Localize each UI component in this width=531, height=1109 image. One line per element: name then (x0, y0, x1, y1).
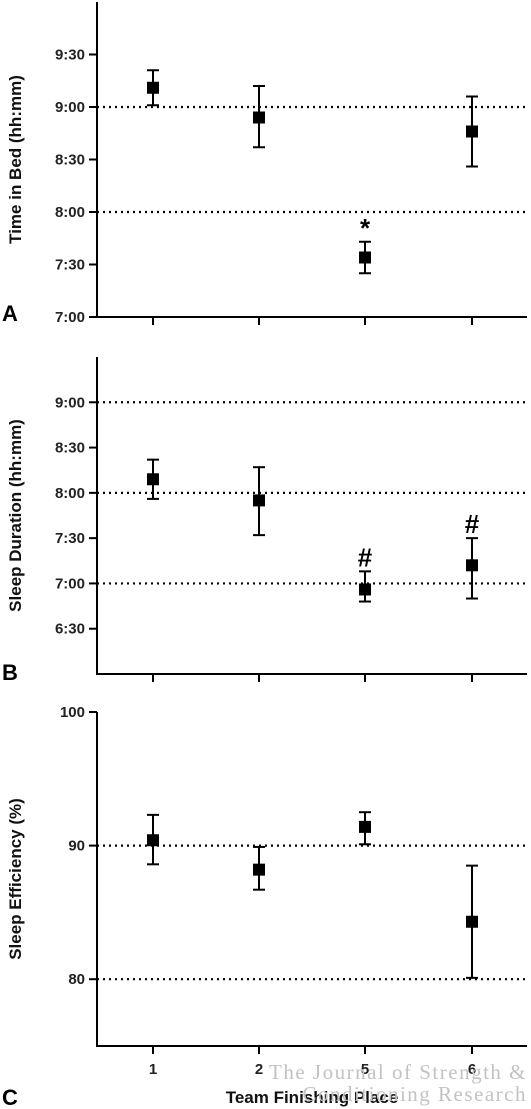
x-tick-label: 6 (468, 1061, 476, 1078)
data-point (253, 111, 265, 124)
y-tick-label: 7:00 (55, 575, 85, 592)
panel-a-time-in-bed: 7:00 7:30 8:00 8:30 9:00 9:30 Time in Bed (hh:… (2, 2, 527, 326)
y-tick-label: 8:00 (55, 485, 85, 502)
y-tick-label: 80 (68, 971, 85, 988)
panel-letter: A (2, 301, 18, 326)
y-axis-label: Sleep Duration (hh:mm) (6, 419, 25, 612)
data-point (253, 494, 265, 507)
y-tick-label: 6:30 (55, 621, 85, 638)
y-tick-label: 7:30 (55, 530, 85, 547)
y-tick-label: 90 (68, 838, 85, 855)
x-tick-label: 5 (361, 1061, 369, 1078)
y-tick-label: 7:00 (55, 309, 85, 326)
y-tick-label: 9:30 (55, 47, 85, 64)
panel-c-sleep-efficiency: 80 90 100 1 2 5 6 Sleep Efficiency (%) C (2, 704, 527, 1109)
panel-letter: B (2, 660, 18, 685)
data-point (466, 915, 478, 928)
x-tick-label: 1 (149, 1061, 157, 1078)
significance-mark: # (358, 542, 373, 572)
watermark-line-1: The Journal of Strength & (269, 1060, 527, 1084)
data-point (147, 834, 159, 847)
x-axis-label: Team Finishing Place (226, 1088, 399, 1107)
y-tick-label: 100 (60, 704, 85, 721)
data-point (466, 125, 478, 138)
y-axis-label: Time in Bed (hh:mm) (6, 75, 25, 244)
data-point (147, 473, 159, 486)
data-point (253, 863, 265, 876)
y-tick-label: 8:00 (55, 204, 85, 221)
data-point (147, 81, 159, 94)
panel-b-sleep-duration: 6:30 7:00 7:30 8:00 8:30 9:00 Sleep Duration (… (2, 357, 527, 685)
y-tick-label: 9:00 (55, 99, 85, 116)
y-tick-label: 7:30 (55, 257, 85, 274)
panel-letter: C (2, 1085, 18, 1109)
y-axis-label: Sleep Efficiency (%) (6, 798, 25, 960)
data-point (466, 559, 478, 572)
data-point (359, 251, 371, 264)
y-tick-label: 8:30 (55, 152, 85, 169)
y-tick-label: 8:30 (55, 440, 85, 457)
y-tick-label: 9:00 (55, 394, 85, 411)
significance-mark: # (465, 509, 480, 539)
data-point (359, 820, 371, 833)
watermark-line-2: Conditioning Research (302, 1082, 527, 1106)
data-point (359, 583, 371, 596)
significance-mark: * (360, 213, 371, 243)
x-tick-label: 2 (255, 1061, 263, 1078)
